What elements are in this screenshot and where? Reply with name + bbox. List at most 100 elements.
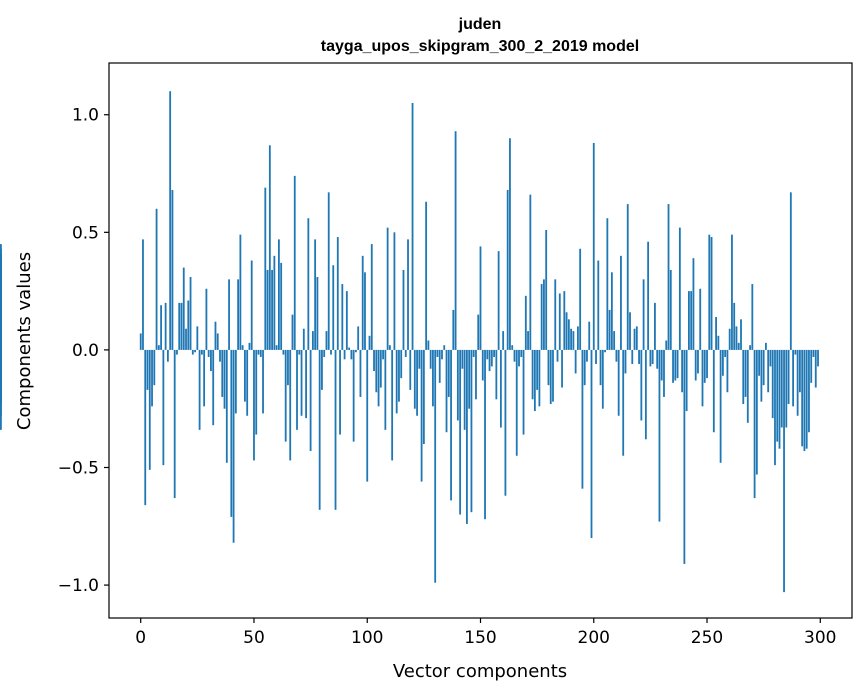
bar-238	[678, 227, 681, 350]
x-tick-label: 150	[464, 628, 496, 648]
bar-291	[798, 349, 801, 393]
bar-206	[606, 218, 609, 350]
bar-177	[540, 284, 543, 350]
bar-279	[771, 349, 774, 419]
bar-268	[746, 349, 749, 423]
bar-157	[495, 349, 498, 400]
bar-275	[762, 349, 765, 386]
bar-21	[187, 300, 190, 350]
bar-47	[246, 349, 249, 416]
bar-185	[558, 293, 561, 350]
bar-99	[364, 272, 366, 350]
bar-1	[142, 239, 144, 350]
bar-127	[427, 340, 430, 350]
bar-84	[330, 349, 332, 355]
bar-39	[228, 279, 230, 350]
bar-120	[411, 102, 414, 350]
bar-210	[615, 349, 618, 362]
bar-282	[778, 349, 781, 449]
bar-133	[441, 349, 443, 360]
bar-57	[268, 145, 271, 350]
bar-136	[447, 349, 450, 397]
y-axis-ticks: −1.0 −0.5 0.0 0.5 1.0	[58, 106, 109, 596]
bar-188	[565, 312, 568, 350]
bar-295	[808, 349, 810, 433]
bar-33	[214, 321, 217, 350]
bar-270	[751, 284, 754, 350]
bar-29	[205, 288, 208, 350]
bar-65	[287, 349, 289, 386]
x-tick-label: 250	[691, 628, 723, 648]
bar-169	[522, 349, 525, 435]
bar-198	[588, 321, 591, 350]
bar-98	[361, 255, 364, 350]
bar-104	[375, 349, 378, 393]
bar-158	[497, 251, 500, 350]
bar-17	[178, 302, 181, 350]
bar-2	[144, 349, 147, 506]
bar-149	[477, 314, 480, 350]
bar-51	[255, 349, 258, 435]
bar-121	[413, 349, 416, 409]
bar-204	[601, 349, 604, 409]
bar-259	[726, 349, 729, 393]
bar-253	[712, 349, 715, 433]
bar-9	[160, 305, 162, 350]
bar-249	[703, 349, 706, 383]
bar-219	[635, 326, 638, 350]
bar-293	[803, 349, 806, 452]
bar-undefined	[0, 349, 2, 416]
bar-258	[724, 349, 727, 357]
bar-153	[486, 349, 489, 360]
bar-167	[518, 349, 520, 367]
bar-75	[309, 349, 312, 452]
bar-89	[341, 284, 344, 350]
bar-85	[332, 265, 335, 350]
bar-23	[191, 349, 194, 355]
bar-231	[663, 349, 665, 397]
bar-233	[667, 204, 670, 350]
bar-15	[173, 349, 176, 499]
bar-173	[531, 349, 534, 400]
bar-247	[699, 288, 702, 350]
bar-28	[203, 349, 206, 407]
bar-63	[282, 349, 285, 355]
bar-160	[502, 331, 505, 350]
bar-73	[305, 349, 307, 419]
bar-289	[794, 349, 797, 355]
bar-22	[189, 277, 192, 350]
y-tick-label: 1.0	[72, 106, 99, 126]
bar-118	[407, 239, 409, 350]
bar-145	[468, 349, 471, 409]
bar-272	[755, 349, 758, 475]
bar-72	[302, 328, 305, 350]
bar-76	[311, 331, 314, 350]
bar-163	[509, 138, 511, 350]
bar-116	[402, 269, 405, 350]
plot-frame	[108, 62, 853, 619]
bar-218	[633, 328, 636, 350]
bar-215	[626, 204, 629, 350]
bar-90	[343, 349, 346, 360]
x-tick-label: 50	[243, 628, 265, 648]
bar-214	[624, 349, 627, 374]
bar-31	[210, 349, 212, 372]
bar-276	[765, 342, 767, 350]
bar-207	[608, 309, 611, 350]
bar-34	[216, 333, 219, 350]
bar-202	[597, 260, 600, 350]
bar-241	[685, 349, 688, 412]
bar-97	[359, 349, 362, 397]
bar-193	[577, 326, 579, 350]
bar-187	[563, 291, 566, 350]
bar-132	[438, 349, 441, 383]
bar-12	[166, 349, 169, 362]
bars-group	[0, 91, 819, 593]
y-tick-label: −0.5	[58, 458, 99, 478]
bar-18	[180, 302, 183, 350]
bar-50	[253, 349, 255, 461]
bar-77	[314, 239, 317, 350]
bar-62	[280, 262, 283, 350]
bar-126	[425, 201, 428, 350]
bar-195	[581, 349, 584, 489]
